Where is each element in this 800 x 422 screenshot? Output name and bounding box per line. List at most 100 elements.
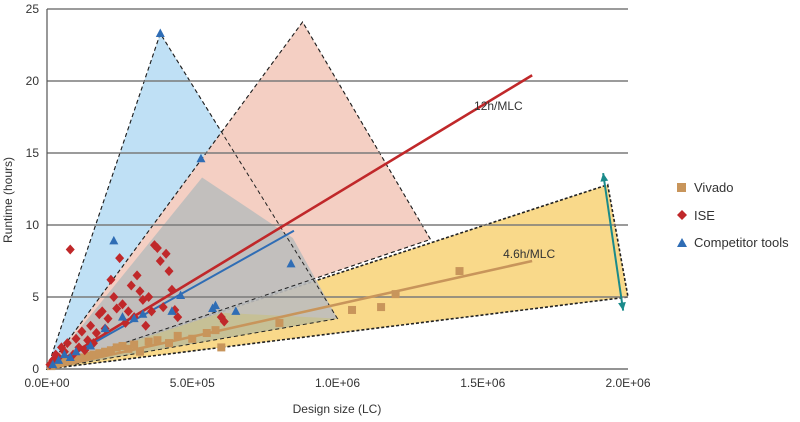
y-tick-label: 0 [32, 362, 39, 376]
data-point-vivado [106, 346, 115, 355]
data-point-competitor-tools [155, 28, 165, 37]
data-point-competitor-tools [118, 312, 128, 321]
x-tick-label: 1.5E+06 [460, 376, 505, 390]
data-point-ise [65, 244, 75, 255]
data-point-vivado [95, 349, 104, 358]
data-point-ise [123, 306, 133, 317]
data-point-competitor-tools [109, 235, 119, 245]
legend-item-vivado: Vivado [677, 180, 734, 195]
data-point-competitor-tools [196, 153, 206, 163]
data-point-vivado [89, 350, 98, 359]
data-point-ise [158, 302, 168, 313]
data-point-vivado [211, 326, 220, 335]
y-axis-title: Runtime (hours) [1, 157, 15, 243]
data-point-competitor-tools [100, 323, 110, 333]
data-points [45, 28, 464, 371]
data-point-ise [164, 266, 174, 277]
data-point-competitor-tools [231, 306, 241, 315]
data-point-vivado [124, 344, 133, 353]
data-point-ise [77, 326, 87, 337]
trend-line-ise [46, 74, 533, 371]
y-tick-labels: 0 5 10 15 20 25 [26, 2, 40, 376]
data-point-ise [132, 270, 142, 281]
y-tick-label: 25 [26, 2, 40, 16]
data-point-ise [118, 299, 128, 310]
data-point-vivado [153, 336, 162, 345]
data-point-ise [135, 286, 145, 297]
data-point-competitor-tools [176, 290, 186, 300]
data-point-ise [62, 338, 72, 349]
x-tick-label: 2.0E+06 [605, 376, 650, 390]
data-point-vivado [118, 341, 127, 350]
data-point-ise [147, 306, 157, 317]
data-point-ise [155, 256, 165, 266]
data-point-ise [106, 274, 116, 285]
data-point-ise [167, 284, 177, 295]
legend-label-vivado: Vivado [694, 180, 734, 195]
data-point-vivado [165, 339, 174, 348]
legend-marker-competitor [677, 238, 687, 247]
data-point-vivado [275, 318, 284, 327]
range-arrow [600, 173, 626, 311]
range-arrow-shaft [602, 173, 625, 311]
data-point-vivado [60, 357, 69, 366]
range-arrow-head [600, 173, 609, 182]
data-point-vivado [77, 353, 86, 362]
axes [46, 9, 628, 370]
trend-annotation: 12h/MLC [474, 99, 523, 113]
x-tick-labels: 0.0E+00 5.0E+05 1.0E+06 1.5E+06 2.0E+06 [24, 376, 650, 390]
data-point-ise [109, 292, 119, 302]
legend-item-competitor-tools: Competitor tools [677, 235, 789, 250]
data-point-competitor-tools [129, 313, 139, 323]
data-point-ise [144, 292, 154, 302]
data-point-ise [112, 303, 122, 314]
data-point-competitor-tools [59, 349, 69, 359]
data-point-vivado [135, 347, 144, 356]
y-tick-label: 10 [26, 218, 40, 232]
data-point-ise [91, 328, 101, 338]
legend-marker-ise [677, 210, 687, 220]
y-tick-label: 5 [32, 290, 39, 304]
ise-region-outline [45, 21, 432, 370]
data-point-vivado [112, 343, 121, 352]
data-point-vivado [377, 303, 386, 312]
data-point-ise [141, 320, 151, 331]
data-point-ise [219, 316, 229, 327]
legend-label-ise: ISE [694, 208, 715, 223]
data-point-competitor-tools [65, 352, 75, 361]
x-tick-label: 1.0E+06 [315, 376, 360, 390]
data-point-vivado [72, 354, 81, 363]
data-point-competitor-tools [286, 258, 296, 268]
trend-annotation: 4.6h/MLC [503, 247, 555, 261]
data-point-vivado [348, 305, 357, 314]
y-tick-label: 15 [26, 146, 40, 160]
data-point-vivado [188, 334, 197, 343]
legend: Vivado ISE Competitor tools [677, 180, 789, 250]
data-point-ise [161, 248, 171, 259]
data-point-competitor-tools [210, 300, 220, 310]
data-point-vivado [83, 352, 92, 361]
data-point-ise [126, 280, 136, 291]
legend-marker-vivado [677, 183, 686, 192]
x-tick-label: 0.0E+00 [24, 376, 69, 390]
range-arrow-head [618, 302, 626, 311]
data-point-ise [97, 306, 107, 317]
data-point-ise [152, 243, 162, 254]
legend-label-competitor-tools: Competitor tools [694, 235, 789, 250]
data-point-vivado [144, 337, 153, 346]
data-point-ise [86, 320, 96, 331]
data-point-vivado [202, 329, 211, 337]
competitor-region-outline [46, 32, 339, 370]
x-axis-title: Design size (LC) [293, 402, 382, 416]
y-tick-label: 20 [26, 74, 40, 88]
data-point-vivado [217, 343, 226, 352]
data-point-competitor-tools [167, 306, 177, 315]
data-point-competitor-tools [48, 359, 58, 369]
data-point-vivado [391, 290, 400, 299]
data-point-competitor-tools [54, 355, 64, 364]
data-point-competitor-tools [138, 309, 148, 318]
legend-item-ise: ISE [677, 208, 715, 223]
data-point-vivado [130, 340, 139, 349]
data-point-ise [71, 333, 81, 344]
data-point-vivado [173, 331, 182, 340]
